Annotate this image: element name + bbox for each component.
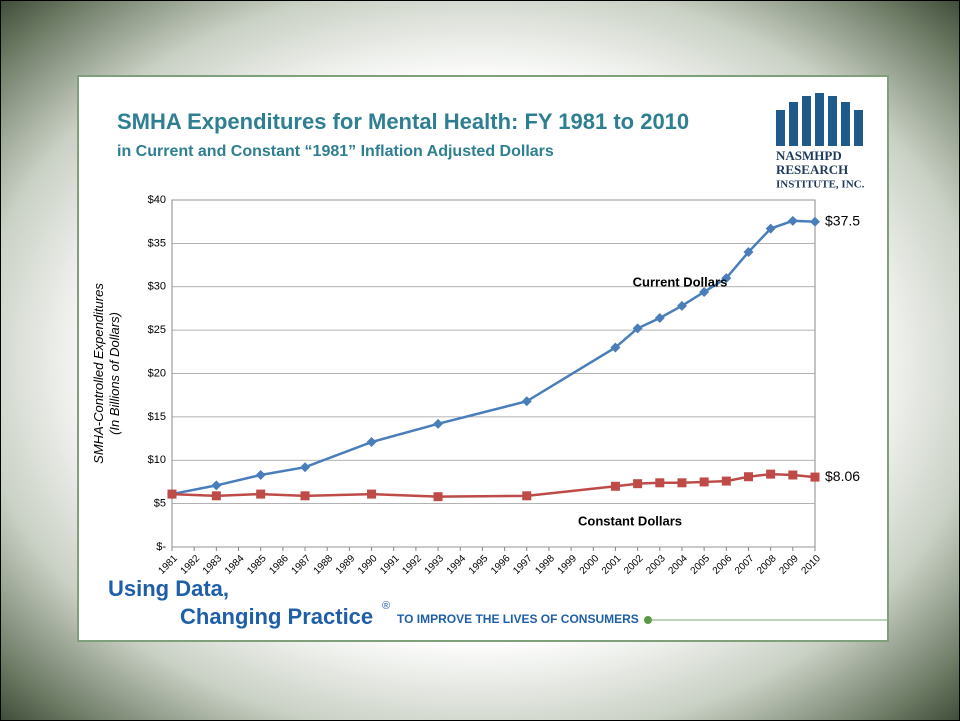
marker: [787, 215, 798, 226]
marker: [255, 469, 266, 480]
logo: NASMHPD RESEARCH INSTITUTE, INC.: [776, 93, 865, 191]
logo-bar: [776, 110, 785, 146]
y-tick-label: $25: [148, 324, 166, 336]
footer-mark: ®: [382, 600, 390, 612]
marker: [256, 489, 266, 499]
y-axis-label-line: SMHA-Controlled Expenditures: [91, 283, 106, 464]
y-tick-label: $-: [156, 541, 166, 553]
marker: [521, 396, 532, 407]
y-axis-label-line: (In Billions of Dollars): [107, 312, 122, 435]
marker: [810, 472, 820, 482]
marker: [810, 216, 820, 227]
marker: [721, 476, 731, 486]
marker: [677, 478, 687, 488]
footer-tagline: TO IMPROVE THE LIVES OF CONSUMERS: [397, 612, 639, 626]
marker: [654, 312, 665, 323]
logo-text: RESEARCH: [776, 162, 848, 177]
marker: [300, 491, 310, 501]
marker: [633, 479, 643, 489]
series-label: Current Dollars: [633, 274, 728, 289]
y-tick-label: $10: [148, 454, 166, 466]
y-tick-label: $30: [148, 281, 166, 293]
marker: [788, 470, 798, 480]
y-tick-label: $5: [154, 498, 166, 510]
marker: [766, 469, 776, 479]
y-tick-label: $40: [148, 194, 166, 206]
logo-bar: [815, 93, 824, 146]
marker: [610, 342, 621, 353]
y-tick-label: $35: [148, 237, 166, 249]
marker: [699, 477, 709, 487]
marker: [743, 472, 753, 482]
logo-text: NASMHPD: [776, 148, 842, 163]
logo-bar: [828, 96, 837, 146]
marker: [721, 273, 732, 284]
marker: [522, 491, 532, 501]
logo-bar: [802, 96, 811, 146]
value-label: $8.06: [825, 468, 860, 484]
logo-bar: [854, 110, 863, 146]
marker: [167, 489, 177, 499]
logo-bar: [841, 102, 850, 146]
chart-title: SMHA Expenditures for Mental Health: FY …: [117, 109, 689, 134]
marker: [367, 489, 377, 499]
marker: [765, 223, 776, 234]
chart-subtitle: in Current and Constant “1981” Inflation…: [117, 143, 554, 160]
marker: [433, 492, 443, 502]
marker: [211, 491, 221, 501]
logo-bar: [789, 102, 798, 146]
logo-text: INSTITUTE, INC.: [776, 179, 865, 191]
y-tick-label: $15: [148, 411, 166, 423]
marker: [211, 480, 222, 491]
y-tick-label: $20: [148, 367, 166, 379]
marker: [743, 247, 754, 258]
series-label: Constant Dollars: [578, 513, 682, 528]
marker: [433, 418, 444, 429]
marker: [699, 286, 710, 297]
marker: [655, 478, 665, 488]
marker: [676, 300, 687, 311]
marker: [632, 323, 643, 334]
value-label: $37.5: [825, 212, 860, 228]
marker: [366, 437, 377, 448]
footer-text: Using Data,: [108, 576, 229, 601]
footer-dot: [644, 616, 652, 624]
y-axis-label: SMHA-Controlled Expenditures(In Billions…: [91, 283, 122, 464]
marker: [610, 481, 620, 491]
marker: [300, 462, 311, 473]
footer-text: Changing Practice: [180, 604, 373, 629]
